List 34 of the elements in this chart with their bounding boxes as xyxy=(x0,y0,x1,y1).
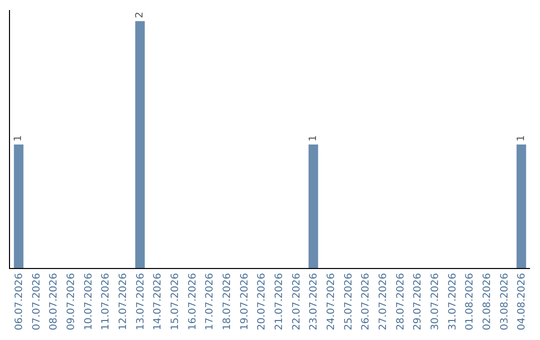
x-tick-label: 06.07.2026 xyxy=(14,273,25,330)
x-tick-label: 31.07.2026 xyxy=(447,273,458,330)
x-tick-label: 22.07.2026 xyxy=(291,273,302,330)
x-tick-label: 15.07.2026 xyxy=(170,273,181,330)
x-tick-label: 18.07.2026 xyxy=(222,273,233,330)
x-tick-label: 09.07.2026 xyxy=(66,273,77,330)
x-tick-label: 01.08.2026 xyxy=(464,273,476,330)
x-tick-label: 27.07.2026 xyxy=(378,273,389,330)
x-tick-label: 12.07.2026 xyxy=(118,273,129,330)
x-tick-label: 04.08.2026 xyxy=(516,273,528,330)
x-tick-label: 02.08.2026 xyxy=(482,273,493,330)
x-tick-label: 10.07.2026 xyxy=(83,273,94,330)
x-tick-label: 11.07.2026 xyxy=(100,273,112,330)
x-tick-label: 26.07.2026 xyxy=(360,273,372,330)
x-tick-label: 29.07.2026 xyxy=(412,273,424,330)
x-tick-label: 24.07.2026 xyxy=(326,273,337,330)
x-tick-label: 25.07.2026 xyxy=(343,273,354,330)
x-tick-label: 03.08.2026 xyxy=(499,273,510,330)
x-tick-label: 19.07.2026 xyxy=(239,273,250,330)
x-tick-label: 23.07.2026 xyxy=(308,273,320,330)
x-tick-label: 13.07.2026 xyxy=(135,273,146,330)
x-tick-label: 28.07.2026 xyxy=(395,273,406,330)
data-label: 1 xyxy=(516,135,527,142)
data-label: 1 xyxy=(308,135,319,142)
data-label: 1 xyxy=(13,135,24,142)
data-label: 2 xyxy=(134,12,146,18)
x-tick-label: 17.07.2026 xyxy=(204,273,216,330)
x-tick-label: 20.07.2026 xyxy=(256,273,268,330)
x-tick-label: 16.07.2026 xyxy=(187,273,198,330)
x-tick-label: 08.07.2026 xyxy=(48,273,60,330)
x-tick-label: 30.07.2026 xyxy=(430,273,441,330)
x-tick-label: 21.07.2026 xyxy=(274,273,285,330)
x-tick-label: 14.07.2026 xyxy=(152,273,164,330)
x-tick-label: 07.07.2026 xyxy=(31,273,42,330)
